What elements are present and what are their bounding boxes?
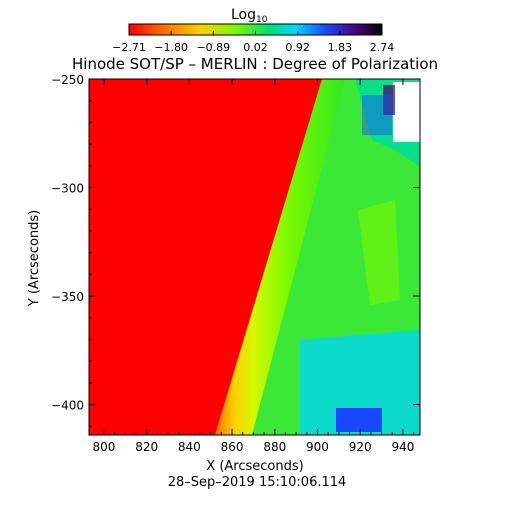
colorbar-tick-label: 0.02 bbox=[243, 41, 268, 54]
plot-frame bbox=[88, 78, 421, 436]
x-tick-label: 920 bbox=[349, 440, 372, 454]
x-axis: 800 820 840 860 880 900 920 940 bbox=[92, 79, 414, 454]
y-tick-label: −350 bbox=[51, 290, 84, 304]
colorbar-ticks: −2.71 −1.80 −0.89 0.02 0.92 1.83 2.74 bbox=[112, 31, 394, 54]
chart-title: Hinode SOT/SP – MERLIN : Degree of Polar… bbox=[72, 55, 438, 73]
y-tick-label: −250 bbox=[51, 73, 84, 87]
x-axis-label: X (Arcseconds) bbox=[206, 459, 303, 474]
blue-patch bbox=[336, 408, 382, 432]
white-patch bbox=[393, 82, 420, 142]
cyan-lower-region bbox=[300, 330, 420, 435]
colorbar-label: Log10 bbox=[231, 7, 268, 25]
colorbar-tick-label: 0.92 bbox=[285, 41, 310, 54]
timestamp-subtitle: 28–Sep–2019 15:10:06.114 bbox=[168, 475, 347, 490]
x-tick-label: 800 bbox=[92, 440, 115, 454]
heatmap-image bbox=[89, 79, 420, 435]
blue-streaks bbox=[362, 95, 392, 135]
x-tick-label: 900 bbox=[306, 440, 329, 454]
x-tick-label: 860 bbox=[221, 440, 244, 454]
x-tick-label: 840 bbox=[178, 440, 201, 454]
green-patch bbox=[358, 200, 400, 305]
y-axis-label: Y (Arcseconds) bbox=[27, 210, 42, 307]
y-tick-label: −300 bbox=[51, 182, 84, 196]
limb-band bbox=[215, 79, 345, 435]
colorbar-tick-label: −0.89 bbox=[196, 41, 230, 54]
purple-patch bbox=[383, 85, 395, 115]
colorbar-tick-label: −2.71 bbox=[112, 41, 146, 54]
y-axis: −250 −300 −350 −400 bbox=[51, 73, 420, 427]
colorbar-tick-label: −1.80 bbox=[154, 41, 188, 54]
colorbar-tick-label: 1.83 bbox=[328, 41, 353, 54]
y-tick-label: −400 bbox=[51, 399, 84, 413]
x-tick-label: 820 bbox=[135, 440, 158, 454]
colorbar-tick-label: 2.74 bbox=[370, 41, 395, 54]
x-tick-label: 940 bbox=[391, 440, 414, 454]
x-tick-label: 880 bbox=[263, 440, 286, 454]
